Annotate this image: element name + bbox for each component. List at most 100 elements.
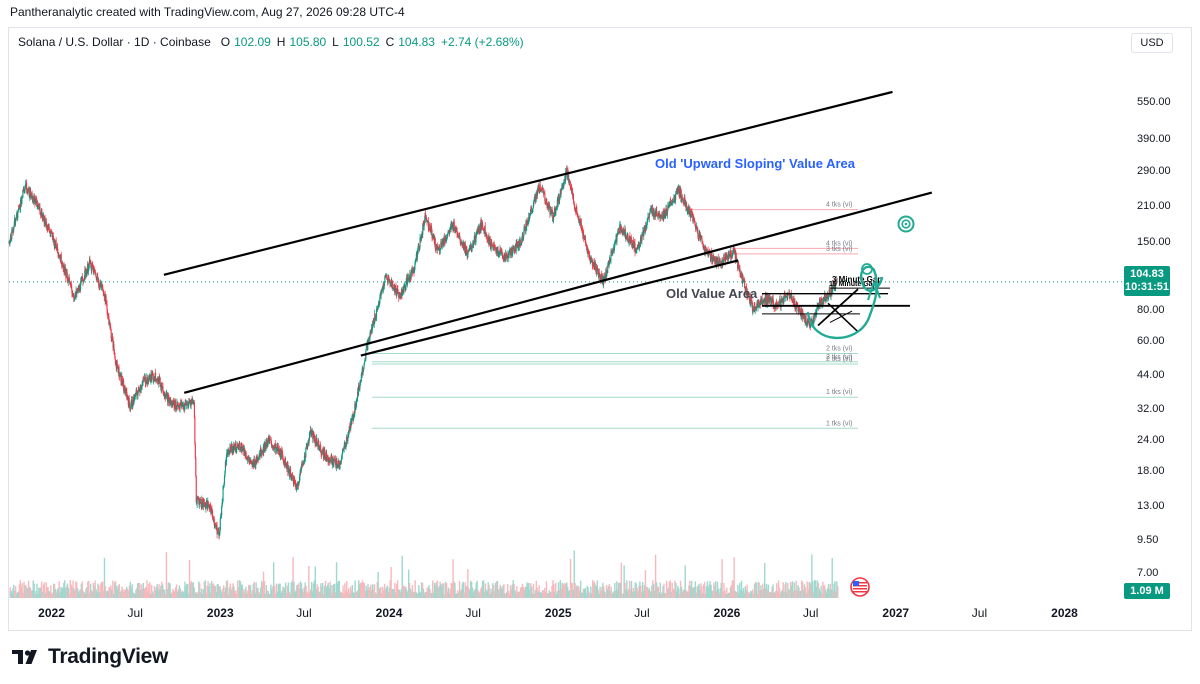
- green-small-circle: [861, 263, 873, 275]
- volume-bar: [594, 584, 597, 598]
- volume-bar: [54, 588, 57, 598]
- candle-body: [675, 191, 677, 194]
- volume-bar: [354, 580, 356, 598]
- candle-body: [267, 437, 269, 443]
- volume-bar: [740, 580, 743, 598]
- candle-body: [646, 219, 649, 222]
- candle-body: [276, 447, 278, 449]
- candle-body: [825, 297, 827, 299]
- volume-bar: [164, 593, 167, 598]
- candle-body: [239, 443, 241, 450]
- time-axis-label: Jul: [803, 606, 819, 620]
- candle-body: [581, 229, 583, 230]
- candle-body: [124, 385, 126, 392]
- target-dot: [904, 222, 908, 226]
- candle-body: [447, 233, 449, 235]
- volume-bar: [510, 589, 513, 598]
- candle-body: [719, 258, 721, 265]
- currency-button[interactable]: USD: [1131, 33, 1173, 53]
- candle-body: [433, 234, 435, 238]
- volume-bar: [283, 587, 285, 598]
- candle-body: [33, 197, 35, 200]
- volume-bar: [469, 580, 472, 598]
- volume-bar: [349, 586, 352, 598]
- volume-bar: [83, 592, 85, 598]
- volume-bar: [85, 589, 87, 598]
- volume-bar: [444, 581, 447, 598]
- candle-body: [303, 462, 305, 464]
- volume-bar: [167, 582, 169, 598]
- volume-bar: [295, 590, 297, 598]
- candle-body: [631, 239, 633, 247]
- candle-body: [147, 378, 149, 384]
- candle-body: [19, 207, 21, 210]
- candle-body: [245, 453, 247, 459]
- volume-bar: [502, 585, 504, 598]
- volume-bar: [704, 593, 707, 598]
- volume-bar: [299, 581, 302, 598]
- volume-bar: [807, 589, 809, 598]
- volume-bar: [618, 582, 621, 598]
- volume-bar: [196, 593, 198, 598]
- candle-body: [18, 205, 20, 210]
- volume-bar: [386, 585, 389, 598]
- volume-bar: [581, 592, 584, 598]
- volume-bar: [259, 593, 261, 598]
- candle-body: [645, 226, 647, 229]
- volume-bar: [753, 583, 756, 598]
- volume-bar: [210, 592, 212, 598]
- volume-bar: [782, 582, 784, 598]
- candle-body: [31, 192, 33, 196]
- volume-bar: [304, 582, 306, 598]
- volume-bar: [443, 583, 445, 598]
- volume-bar: [194, 592, 196, 598]
- volume-bar: [816, 580, 819, 598]
- candle-body: [817, 303, 819, 306]
- candle-body: [492, 244, 495, 250]
- candle-body: [672, 201, 674, 202]
- volume-bar: [103, 557, 106, 598]
- volume-bar: [52, 583, 55, 598]
- volume-bar: [89, 583, 92, 598]
- candle-body: [603, 278, 605, 285]
- candle-body: [573, 201, 575, 205]
- candle-body: [258, 456, 260, 458]
- candle-body: [510, 252, 512, 256]
- volume-bar: [243, 592, 245, 598]
- volume-bar: [435, 582, 438, 598]
- volume-bar: [648, 587, 650, 598]
- candle-body: [287, 472, 289, 473]
- volume-bar: [830, 589, 832, 598]
- candle-body: [214, 525, 216, 526]
- candle-body: [733, 248, 735, 250]
- candle-body: [784, 294, 786, 296]
- symbol-name[interactable]: Solana / U.S. Dollar · 1D · Coinbase: [18, 35, 211, 49]
- volume-bar: [796, 590, 798, 598]
- candle-body: [579, 219, 582, 225]
- volume-bar: [498, 588, 501, 598]
- candle-body: [46, 227, 48, 228]
- candle-body: [215, 523, 217, 525]
- volume-bar: [93, 585, 96, 598]
- candle-body: [474, 235, 476, 238]
- candle-body: [732, 251, 734, 254]
- volume-bar: [800, 590, 802, 598]
- volume-bar: [272, 586, 274, 598]
- volume-bar: [298, 588, 301, 598]
- candle-body: [255, 459, 257, 466]
- candle-body: [729, 253, 731, 255]
- volume-bar: [579, 590, 581, 598]
- volume-bar: [641, 582, 644, 598]
- candle-body: [12, 228, 14, 231]
- candle-body: [819, 299, 821, 301]
- volume-bar: [61, 587, 63, 598]
- candle-body: [271, 443, 273, 447]
- volume-bar: [756, 593, 759, 598]
- volume-bar: [136, 587, 138, 598]
- volume-bar: [792, 591, 795, 598]
- volume-bar: [798, 587, 800, 598]
- volume-bar: [19, 580, 22, 598]
- volume-bar: [638, 585, 640, 598]
- candle-body: [750, 299, 753, 301]
